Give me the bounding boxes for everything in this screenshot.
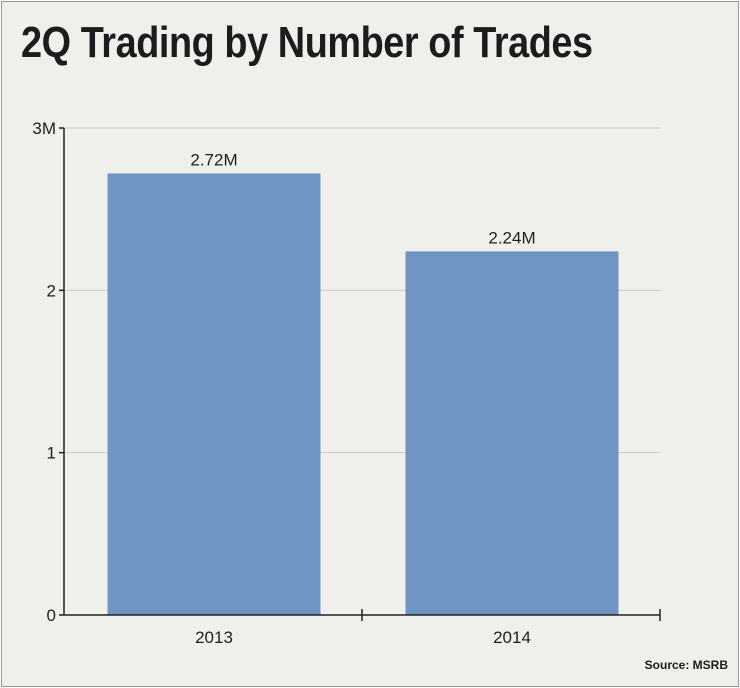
x-tick-label-2014: 2014 (493, 628, 531, 647)
y-tick-label: 0 (47, 606, 56, 625)
y-tick-label: 1 (47, 444, 56, 463)
bar-2013 (107, 173, 321, 615)
labels: 0 1 2 3M 2.72M 2013 2.24M 2014 (32, 119, 535, 647)
axes (59, 127, 661, 621)
data-label-2013: 2.72M (190, 150, 237, 169)
bars (107, 173, 619, 615)
bar-2014 (405, 251, 619, 615)
source-note: Source: MSRB (644, 658, 728, 672)
y-tick-label: 2 (47, 281, 56, 300)
y-tick-label: 3M (32, 119, 56, 138)
x-tick-label-2013: 2013 (195, 628, 233, 647)
data-label-2014: 2.24M (488, 228, 535, 247)
chart-title: 2Q Trading by Number of Trades (21, 18, 593, 67)
